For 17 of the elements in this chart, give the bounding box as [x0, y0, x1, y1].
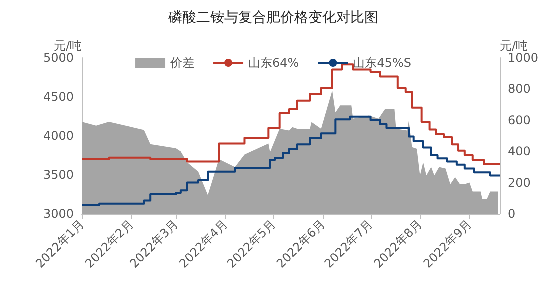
y2-tick-label: 200	[508, 176, 531, 190]
y2-tick-label: 1000	[508, 51, 539, 65]
legend-label: 价差	[170, 56, 195, 70]
y-tick-label: 3500	[43, 168, 74, 182]
legend-label: 山东45%S	[353, 56, 412, 70]
y-tick-label: 5000	[43, 51, 74, 65]
y2-tick-label: 400	[508, 144, 531, 159]
chart-title: 磷酸二铵与复合肥价格变化对比图	[168, 10, 378, 26]
y-tick-label: 3000	[43, 207, 74, 221]
legend-label: 山东64%	[248, 56, 300, 70]
y-tick-label: 4000	[43, 129, 74, 143]
y-axis-title: 元/吨	[54, 39, 82, 53]
y2-tick-label: 600	[508, 113, 531, 128]
y2-tick-label: 800	[508, 82, 531, 96]
y-tick-label: 4500	[43, 90, 74, 104]
y2-tick-label: 0	[508, 207, 516, 221]
y2-axis-title: 元/吨	[500, 39, 528, 53]
